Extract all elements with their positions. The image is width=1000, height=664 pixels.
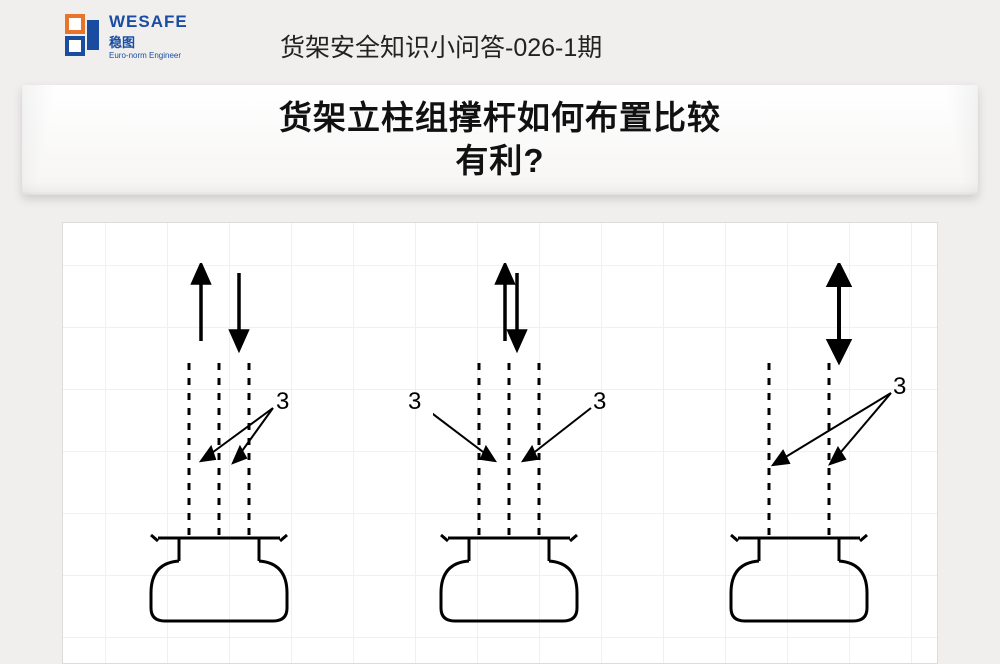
brand-logo: WESAFE 稳图 Euro-norm Engineer — [65, 12, 188, 60]
page-subtitle: 货架安全知识小问答-026-1期 — [280, 28, 602, 64]
fig-b — [433, 263, 623, 633]
label-3-a: 3 — [276, 388, 289, 416]
brand-text: WESAFE 稳图 Euro-norm Engineer — [109, 12, 188, 60]
fig-a — [143, 263, 333, 633]
title-banner: 货架立柱组撑杆如何布置比较 有利? — [22, 85, 978, 195]
brand-sub: Euro-norm Engineer — [109, 51, 188, 60]
label-3-b-left: 3 — [408, 388, 421, 416]
brand-cn: 稳图 — [109, 32, 188, 51]
brand-en: WESAFE — [109, 12, 188, 32]
fig-c — [723, 263, 923, 633]
title-line1: 货架立柱组撑杆如何布置比较 — [279, 99, 721, 136]
page-title: 货架立柱组撑杆如何布置比较 有利? — [279, 97, 721, 183]
label-3-b-right: 3 — [593, 388, 606, 416]
brand-mark-icon — [65, 14, 99, 58]
label-3-c: 3 — [893, 373, 906, 401]
diagram-panel: 3 3 3 3 — [62, 222, 938, 664]
title-line2: 有利? — [455, 142, 544, 179]
